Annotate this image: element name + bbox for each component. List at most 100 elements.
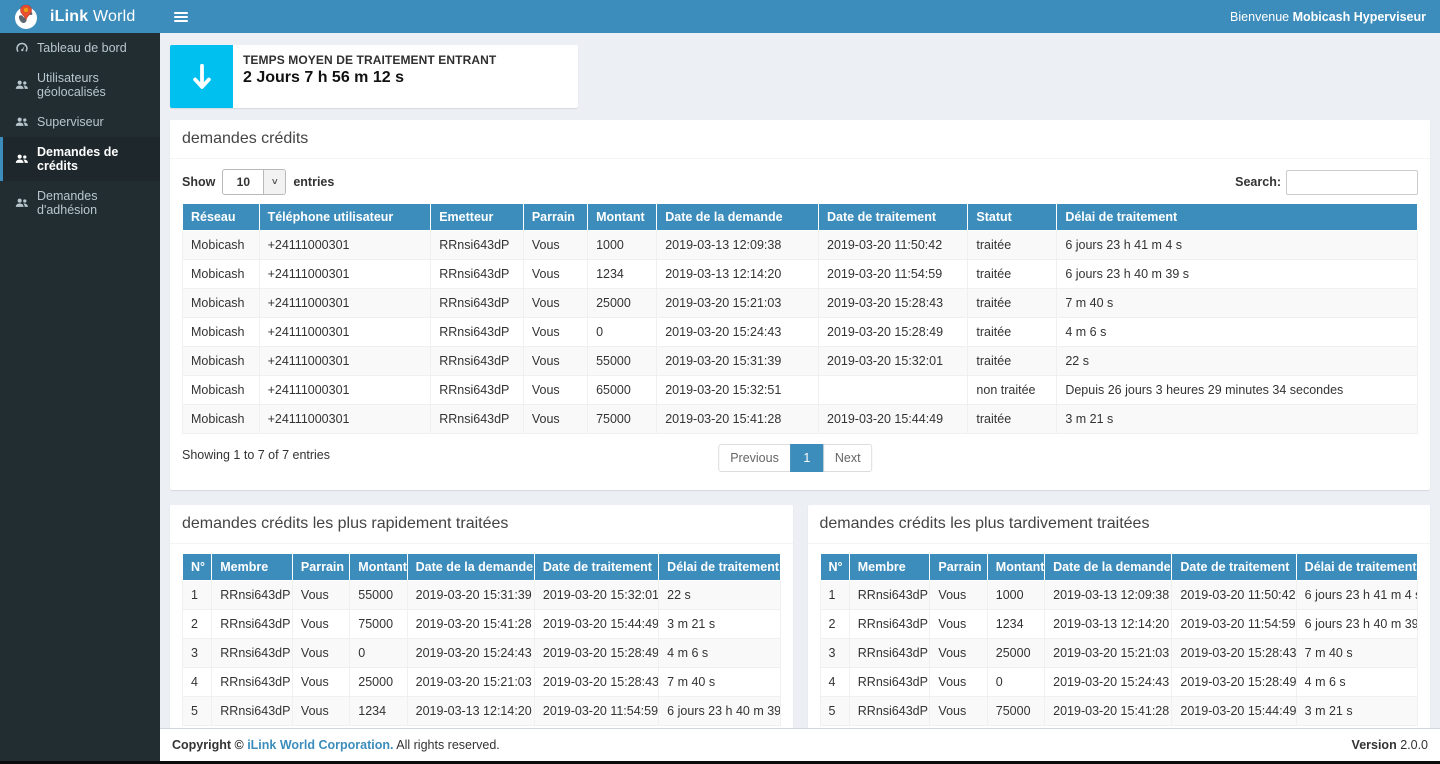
column-header[interactable]: Délai de traitement — [1296, 554, 1417, 581]
table-cell: Mobicash — [183, 405, 260, 434]
column-header[interactable]: Date de la demande — [657, 204, 819, 231]
table-cell: non traitée — [968, 376, 1057, 405]
column-header[interactable]: Montant — [350, 554, 407, 581]
table-cell: 2019-03-20 15:28:49 — [534, 639, 658, 668]
column-header[interactable]: Téléphone utilisateur — [259, 204, 431, 231]
chevron-down-icon: ˅ — [263, 170, 285, 194]
table-cell: RRnsi643dP — [431, 231, 524, 260]
table-cell: 2019-03-13 12:09:38 — [657, 231, 819, 260]
table-cell: RRnsi643dP — [212, 697, 293, 726]
panel-demandes-credits: demandes crédits Show 10 ˅ entries Searc… — [170, 120, 1430, 490]
column-header[interactable]: Délai de traitement — [1057, 204, 1418, 231]
column-header[interactable]: Membre — [849, 554, 930, 581]
table-cell — [819, 376, 968, 405]
sidebar-item-superviseur[interactable]: Superviseur — [0, 107, 160, 137]
column-header[interactable]: Emetteur — [431, 204, 524, 231]
column-header[interactable]: Délai de traitement — [659, 554, 780, 581]
sidebar-item-label: Tableau de bord — [37, 41, 127, 55]
column-header[interactable]: Montant — [588, 204, 657, 231]
column-header[interactable]: Parrain — [930, 554, 987, 581]
table-cell: Vous — [930, 610, 987, 639]
table-cell: 2019-03-20 15:28:49 — [819, 318, 968, 347]
table-cell: 1234 — [987, 610, 1044, 639]
table-cell: Vous — [930, 581, 987, 610]
column-header[interactable]: Date de la demande — [407, 554, 534, 581]
table-cell: 2019-03-20 15:44:49 — [819, 405, 968, 434]
sidebar-toggle-hamburger-icon[interactable] — [174, 12, 188, 22]
column-header[interactable]: Parrain — [292, 554, 349, 581]
table-cell: +24111000301 — [259, 347, 431, 376]
table-cell: Vous — [523, 318, 587, 347]
pagination-previous-button[interactable]: Previous — [718, 444, 791, 472]
table-cell: Vous — [292, 639, 349, 668]
table-cell: traitée — [968, 405, 1057, 434]
table-cell: Vous — [292, 697, 349, 726]
table-cell: 1000 — [588, 231, 657, 260]
column-header[interactable]: N° — [820, 554, 849, 581]
table-cell: RRnsi643dP — [849, 697, 930, 726]
table-cell: 1 — [183, 581, 212, 610]
pagination-next-button[interactable]: Next — [823, 444, 873, 472]
table-cell: Vous — [523, 347, 587, 376]
column-header[interactable]: N° — [183, 554, 212, 581]
table-row: 5RRnsi643dPVous750002019-03-20 15:41:282… — [820, 697, 1418, 726]
stat-box-temps-moyen: TEMPS MOYEN DE TRAITEMENT ENTRANT 2 Jour… — [170, 45, 578, 108]
table-cell: Vous — [292, 581, 349, 610]
table-cell: 2019-03-20 15:31:39 — [407, 581, 534, 610]
pagination: Previous 1 Next — [718, 444, 872, 472]
table-cell: 5 — [183, 697, 212, 726]
table-cell: 7 m 40 s — [1057, 289, 1418, 318]
table-cell: Mobicash — [183, 289, 260, 318]
sidebar-item-demandes-adhesion[interactable]: Demandes d'adhésion — [0, 181, 160, 225]
table-cell: Vous — [930, 668, 987, 697]
table-cell: 4 — [820, 668, 849, 697]
credits-table: RéseauTéléphone utilisateurEmetteurParra… — [182, 204, 1418, 434]
pagination-page-1-button[interactable]: 1 — [790, 444, 824, 472]
table-cell: 2 — [820, 610, 849, 639]
column-header[interactable]: Date de la demande — [1045, 554, 1172, 581]
column-header[interactable]: Statut — [968, 204, 1057, 231]
table-cell: 6 jours 23 h 40 m 39 s — [659, 697, 780, 726]
table-cell: 2019-03-13 12:14:20 — [1045, 610, 1172, 639]
brand-logo[interactable]: iLink World — [0, 0, 160, 33]
globe-pin-logo-icon — [13, 4, 39, 30]
table-cell: 2019-03-20 15:24:43 — [657, 318, 819, 347]
table-cell: 2019-03-20 15:28:43 — [534, 668, 658, 697]
table-cell: +24111000301 — [259, 231, 431, 260]
table-cell: 2019-03-20 15:41:28 — [407, 610, 534, 639]
sidebar-item-utilisateurs-geolocalises[interactable]: Utilisateurs géolocalisés — [0, 63, 160, 107]
table-cell: 4 m 6 s — [659, 639, 780, 668]
table-cell: Vous — [523, 260, 587, 289]
table-row: Mobicash+24111000301RRnsi643dPVous100020… — [183, 231, 1418, 260]
table-cell: 1 — [820, 581, 849, 610]
table-cell: 3 m 21 s — [659, 610, 780, 639]
show-label: Show — [182, 175, 215, 189]
column-header[interactable]: Parrain — [523, 204, 587, 231]
table-cell: RRnsi643dP — [431, 318, 524, 347]
search-input[interactable] — [1286, 170, 1418, 195]
table-cell: Mobicash — [183, 260, 260, 289]
table-cell: Depuis 26 jours 3 heures 29 minutes 34 s… — [1057, 376, 1418, 405]
table-cell: +24111000301 — [259, 405, 431, 434]
table-cell: Vous — [523, 405, 587, 434]
column-header[interactable]: Montant — [987, 554, 1044, 581]
table-cell: traitée — [968, 260, 1057, 289]
column-header[interactable]: Date de traitement — [534, 554, 658, 581]
sidebar-item-demandes-de-credits[interactable]: Demandes de crédits — [0, 137, 160, 181]
company-link[interactable]: iLink World Corporation. — [247, 738, 393, 752]
page-length-select[interactable]: 10 ˅ — [222, 169, 286, 195]
panel-slowest-credits: demandes crédits les plus tardivement tr… — [808, 505, 1431, 738]
column-header[interactable]: Date de traitement — [819, 204, 968, 231]
column-header[interactable]: Réseau — [183, 204, 260, 231]
table-cell: RRnsi643dP — [431, 405, 524, 434]
table-cell: RRnsi643dP — [431, 260, 524, 289]
sidebar-item-tableau-de-bord[interactable]: Tableau de bord — [0, 33, 160, 63]
sidebar: Tableau de bord Utilisateurs géolocalisé… — [0, 33, 160, 764]
table-cell: 0 — [350, 639, 407, 668]
table-cell: 25000 — [588, 289, 657, 318]
table-cell: 0 — [987, 668, 1044, 697]
sidebar-item-label: Demandes de crédits — [37, 145, 152, 173]
column-header[interactable]: Membre — [212, 554, 293, 581]
table-cell: 2019-03-20 15:21:03 — [1045, 639, 1172, 668]
column-header[interactable]: Date de traitement — [1172, 554, 1296, 581]
